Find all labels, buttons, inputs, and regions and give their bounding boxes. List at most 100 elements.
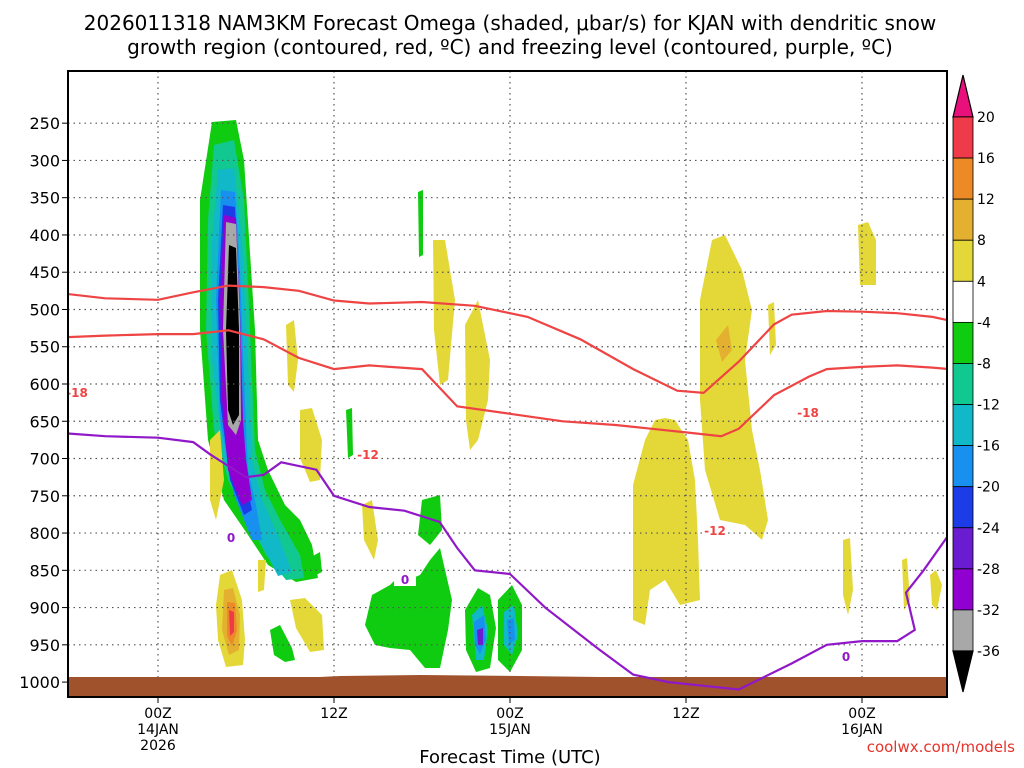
omega-yellow-patch-9 bbox=[633, 418, 700, 625]
x-tick-label: 00Z bbox=[496, 706, 523, 722]
omega-gold-patch bbox=[716, 325, 732, 362]
y-tick-label: 750 bbox=[29, 487, 60, 506]
credit-text: coolwx.com/models bbox=[867, 738, 1015, 756]
y-tick-label: 950 bbox=[29, 636, 60, 655]
contour-label-bg bbox=[835, 650, 857, 663]
contour-label: -18 bbox=[66, 386, 88, 400]
contour-label: -12 bbox=[704, 524, 726, 538]
x-tick-label: 14JAN bbox=[137, 722, 179, 738]
colorbar-segment bbox=[952, 280, 974, 323]
colorbar-label: -8 bbox=[977, 356, 991, 372]
colorbar-label: 20 bbox=[977, 110, 995, 126]
contour-line bbox=[68, 329, 947, 438]
colorbar-segment bbox=[952, 198, 974, 241]
omega-yellow-patch-3 bbox=[300, 408, 322, 482]
omega-red-low-core bbox=[229, 610, 234, 636]
colorbar-label: -32 bbox=[977, 603, 1000, 619]
omega-shading bbox=[200, 120, 942, 672]
y-tick-label: 450 bbox=[29, 263, 60, 282]
contour-label: -12 bbox=[357, 448, 379, 462]
x-tick-label: 00Z bbox=[144, 706, 171, 722]
x-tick-label: 00Z bbox=[848, 706, 875, 722]
contour-line bbox=[68, 284, 947, 395]
omega-yellow-patch-10 bbox=[700, 235, 768, 540]
omega-yellow-patch-6 bbox=[258, 560, 266, 592]
y-tick-label: 500 bbox=[29, 300, 60, 319]
omega-blue-cell-2 bbox=[507, 618, 515, 644]
colorbar-segment bbox=[952, 527, 974, 570]
omega-yellow-patch-11 bbox=[768, 302, 776, 355]
y-tick-label: 700 bbox=[29, 450, 60, 469]
colorbar-label: 16 bbox=[977, 151, 995, 167]
colorbar-segment bbox=[952, 116, 974, 159]
colorbar-top-arrow bbox=[952, 74, 974, 118]
omega-violet-cell-1 bbox=[477, 628, 483, 645]
omega-yellow-patch-12 bbox=[858, 222, 876, 285]
colorbar-segment bbox=[952, 404, 974, 447]
colorbar-label: -28 bbox=[977, 562, 1000, 578]
y-tick-label: 300 bbox=[29, 151, 60, 170]
colorbar-segment bbox=[952, 568, 974, 611]
colorbar-label: -20 bbox=[977, 480, 1000, 496]
y-tick-label: 350 bbox=[29, 189, 60, 208]
y-tick-label: 400 bbox=[29, 226, 60, 245]
omega-green-small-2 bbox=[306, 552, 322, 578]
contour-label: -18 bbox=[797, 406, 819, 420]
y-tick-label: 650 bbox=[29, 412, 60, 431]
contour-label-bg bbox=[220, 531, 242, 544]
contour-label-bg bbox=[704, 524, 726, 537]
x-axis-title: Forecast Time (UTC) bbox=[419, 747, 600, 768]
colorbar-bottom-arrow bbox=[952, 650, 974, 693]
omega-green-small-1 bbox=[270, 625, 295, 662]
contour-label-bg bbox=[68, 386, 88, 399]
colorbar-segment bbox=[952, 239, 974, 282]
omega-yellow-patch-15 bbox=[930, 570, 942, 610]
contour-label-bg bbox=[797, 406, 819, 419]
ground-terrain-top bbox=[68, 675, 947, 690]
y-tick-label: 900 bbox=[29, 599, 60, 618]
y-tick-label: 600 bbox=[29, 375, 60, 394]
contour-label-bg bbox=[357, 448, 379, 461]
colorbar-segment bbox=[952, 445, 974, 488]
colorbar-label: -36 bbox=[977, 644, 1000, 660]
colorbar-label: -12 bbox=[977, 398, 1000, 414]
y-tick-label: 800 bbox=[29, 524, 60, 543]
contour-label-bg bbox=[394, 573, 416, 586]
plot-gridlines bbox=[68, 71, 947, 697]
y-axis: 250 300 350 400 450 500 550 600 650 700 750 800 850 9… bbox=[19, 114, 68, 692]
y-tick-label: 250 bbox=[29, 114, 60, 133]
omega-green-thin-2 bbox=[418, 190, 423, 257]
colorbar-label: 4 bbox=[977, 274, 986, 290]
omega-yellow-patch-7 bbox=[433, 240, 455, 385]
y-tick-label: 1000 bbox=[19, 673, 60, 692]
omega-green-thin-1 bbox=[346, 408, 353, 458]
colorbar-segment bbox=[952, 157, 974, 200]
x-tick-label: 12Z bbox=[672, 706, 699, 722]
colorbar-segment bbox=[952, 486, 974, 529]
colorbar-segment bbox=[952, 321, 974, 364]
x-tick-label: 15JAN bbox=[489, 722, 531, 738]
colorbar-segment bbox=[952, 363, 974, 405]
chart-title-line-1: 2026011318 NAM3KM Forecast Omega (shaded… bbox=[84, 11, 936, 35]
chart-title-line-2: growth region (contoured, red, ºC) and f… bbox=[127, 35, 893, 59]
omega-yellow-patch-1 bbox=[210, 430, 224, 520]
x-tick-label: 2026 bbox=[140, 738, 176, 754]
omega-green-low-patch bbox=[365, 548, 452, 668]
omega-yellow-patch-8 bbox=[465, 300, 490, 450]
contour-line bbox=[68, 432, 947, 691]
omega-yellow-patch-13 bbox=[843, 538, 853, 615]
contour-label: 0 bbox=[401, 573, 409, 587]
omega-yellow-patch-4 bbox=[362, 500, 378, 560]
y-tick-label: 850 bbox=[29, 561, 60, 580]
y-tick-label: 550 bbox=[29, 338, 60, 357]
colorbar: -36 -32 -28 -24 -20 -16 -12 -8 -4 4 8 12 16 20 bbox=[952, 74, 1000, 693]
colorbar-label: 12 bbox=[977, 192, 995, 208]
colorbar-label: -4 bbox=[977, 315, 991, 331]
omega-green-mid-patch bbox=[418, 495, 442, 545]
colorbar-segment bbox=[952, 609, 974, 652]
omega-yellow-patch-5 bbox=[290, 598, 324, 652]
